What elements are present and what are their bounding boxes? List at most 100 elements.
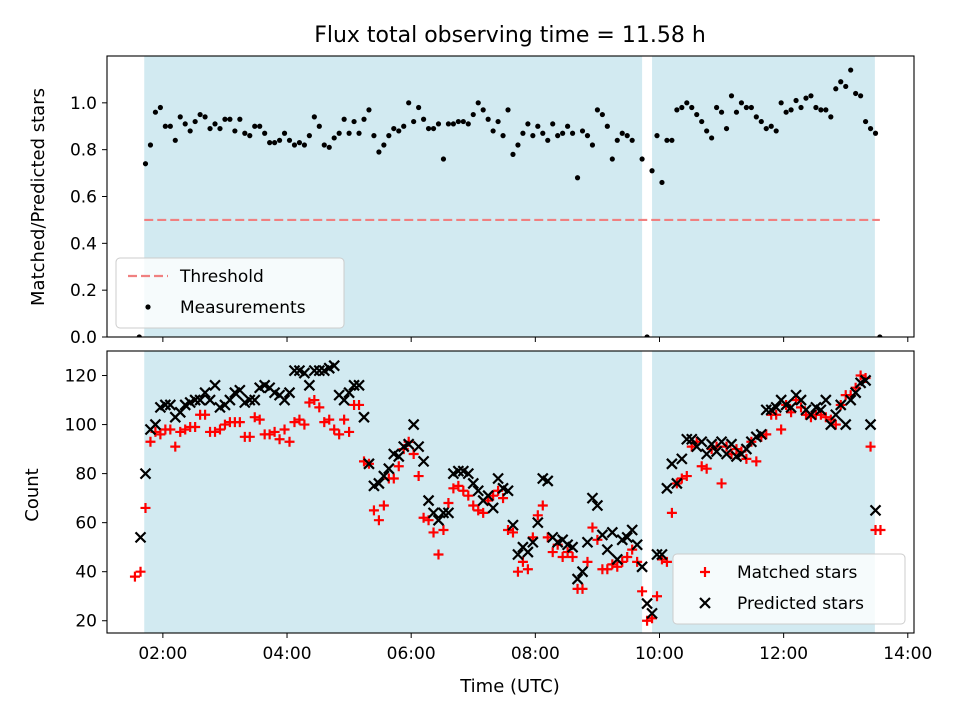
data-point: [187, 128, 193, 134]
legend-marker: [699, 597, 711, 609]
data-point: [684, 100, 690, 106]
data-point: [522, 546, 534, 558]
data-point: [864, 418, 877, 431]
data-point: [207, 125, 213, 132]
data-point: [142, 161, 149, 167]
data-point: [867, 125, 874, 132]
data-point: [611, 553, 624, 566]
data-point: [366, 107, 372, 113]
data-point: [676, 453, 688, 465]
data-point: [530, 133, 536, 139]
y-tick-label: 60: [75, 514, 97, 534]
data-point: [825, 418, 837, 431]
data-point: [139, 467, 152, 480]
data-point: [834, 399, 847, 411]
data-point: [813, 104, 819, 111]
data-point: [147, 142, 154, 148]
y-tick-label: 120: [65, 367, 97, 387]
data-point: [647, 613, 658, 624]
data-point: [232, 128, 238, 134]
data-point: [152, 109, 159, 115]
x-tick-label: 06:00: [387, 644, 436, 664]
data-point: [557, 551, 568, 562]
data-point: [733, 109, 740, 115]
data-point: [392, 450, 405, 463]
data-point: [480, 107, 486, 113]
legend: Threshold Measurements: [115, 257, 345, 329]
data-point: [654, 133, 660, 139]
data-point: [545, 137, 551, 143]
data-point: [584, 133, 591, 139]
data-point: [547, 547, 558, 558]
x-tick-label: 12:00: [759, 644, 808, 664]
data-point: [715, 435, 728, 448]
legend-label: Matched stars: [737, 563, 857, 583]
data-point: [296, 140, 303, 146]
data-point: [303, 379, 316, 392]
data-point: [406, 100, 412, 106]
data-point: [858, 93, 864, 99]
data-point: [267, 140, 273, 146]
x-tick-label: 14:00: [883, 644, 932, 664]
data-point: [288, 364, 301, 377]
data-point: [425, 125, 432, 132]
data-point: [222, 116, 228, 122]
data-point: [234, 384, 246, 397]
data-point: [566, 541, 579, 553]
data-point: [227, 116, 233, 122]
data-point: [872, 130, 879, 136]
data-point: [487, 502, 499, 514]
data-point: [843, 83, 849, 90]
data-point: [462, 467, 475, 480]
data-point: [437, 507, 450, 519]
data-point: [371, 133, 377, 139]
data-point: [577, 583, 588, 594]
x-tick-label: 02:00: [138, 644, 187, 664]
data-point: [527, 536, 539, 549]
data-point: [165, 424, 176, 435]
data-point: [378, 500, 389, 511]
data-point: [758, 118, 764, 125]
data-point: [407, 418, 420, 431]
data-point: [197, 111, 203, 118]
data-point: [467, 477, 480, 490]
data-point: [299, 419, 310, 430]
data-point: [748, 104, 754, 111]
legend-marker: [145, 304, 151, 310]
data-point: [495, 118, 501, 125]
data-point: [502, 484, 514, 497]
data-point: [659, 179, 665, 186]
observing-interval: [652, 56, 875, 337]
legend: Matched stars Predicted stars: [672, 553, 906, 625]
data-point: [401, 123, 407, 129]
data-point: [140, 502, 151, 513]
data-point: [710, 445, 723, 458]
data-point: [433, 549, 444, 560]
data-point: [388, 473, 399, 484]
data-point: [453, 480, 464, 491]
data-point: [373, 477, 385, 490]
data-point: [443, 498, 454, 509]
data-point: [798, 104, 804, 111]
data-point: [326, 144, 332, 150]
chart-title: Flux total observing time = 11.58 h: [314, 23, 706, 48]
data-point: [252, 123, 258, 129]
data-point: [358, 411, 370, 423]
data-point: [450, 121, 456, 127]
data-point: [279, 424, 290, 435]
data-point: [651, 548, 663, 561]
y-tick-label: 0.2: [70, 281, 97, 301]
data-point: [785, 401, 797, 414]
data-point: [773, 128, 779, 134]
data-point: [695, 435, 708, 448]
data-point: [458, 485, 469, 496]
data-point: [420, 116, 427, 122]
data-point: [587, 522, 598, 533]
data-point: [849, 386, 862, 399]
series-measurements: [136, 67, 883, 337]
data-point: [237, 116, 243, 122]
data-point: [639, 156, 645, 162]
data-point: [550, 121, 556, 127]
data-point: [286, 137, 293, 143]
